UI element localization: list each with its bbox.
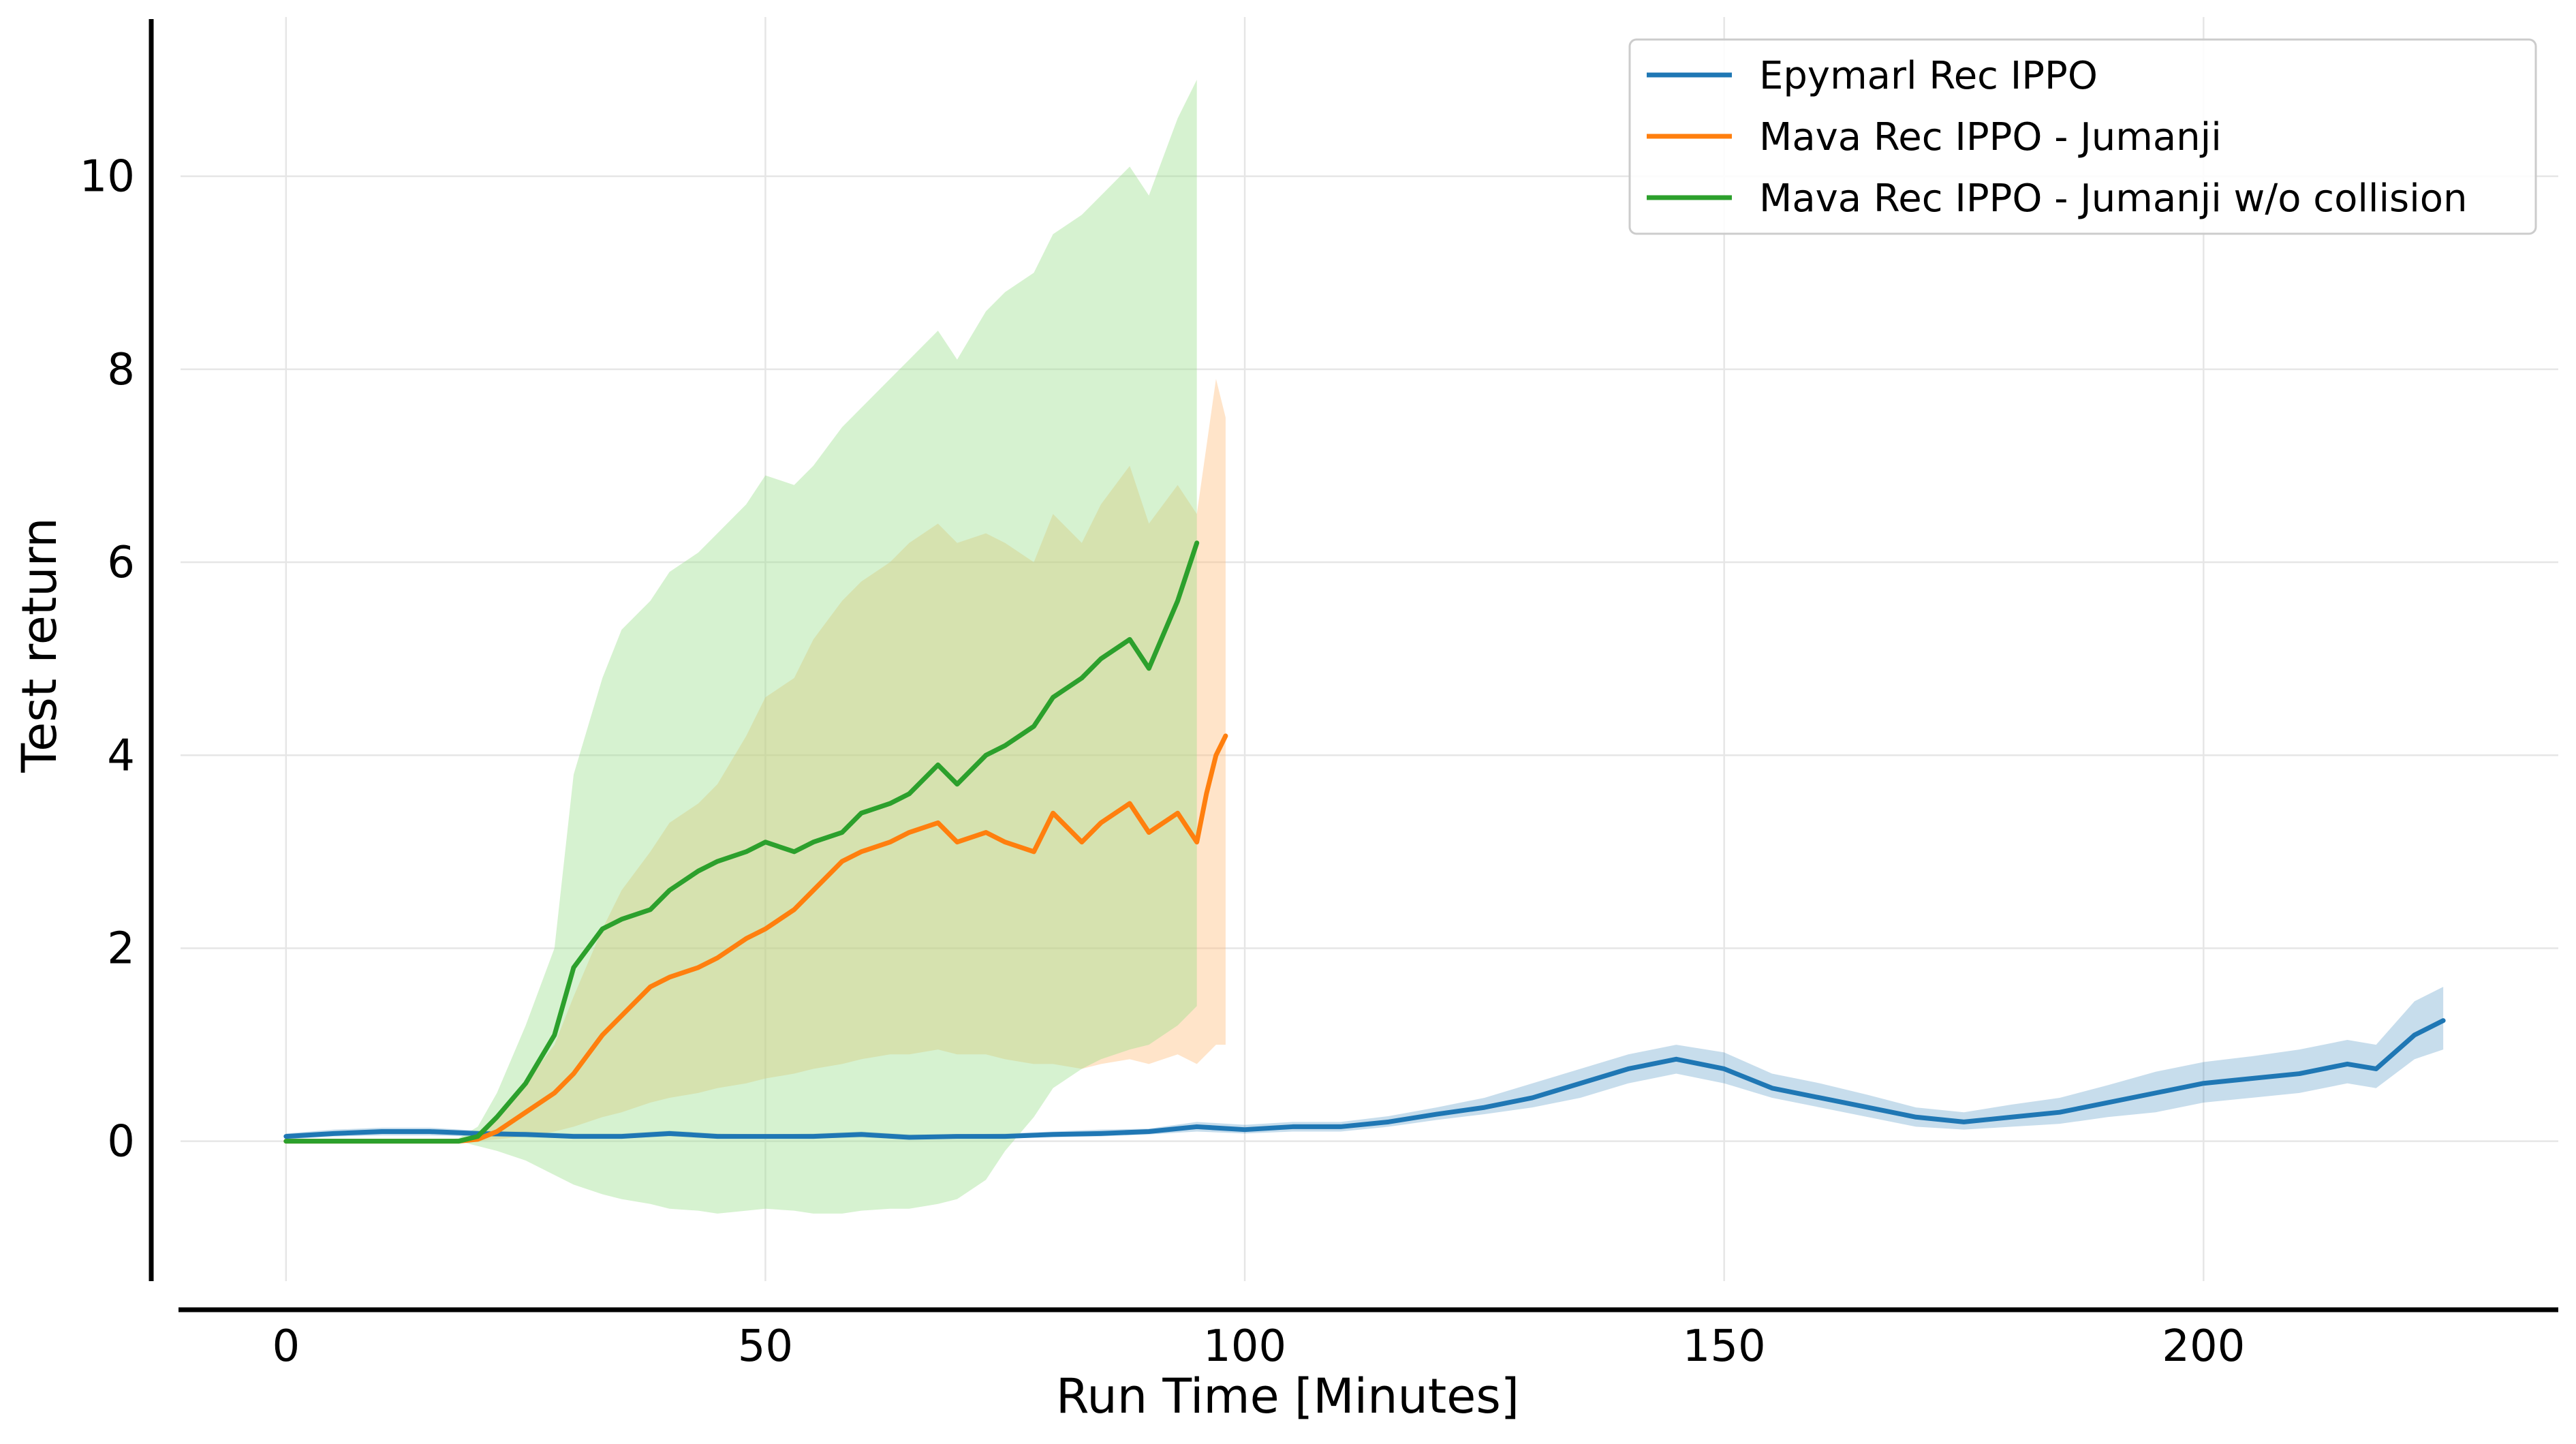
x-tick-label-50: 50 <box>738 1321 793 1372</box>
y-tick-label-2: 2 <box>107 923 135 974</box>
y-tick-label-0: 0 <box>107 1117 135 1167</box>
legend-entry-1: Mava Rec IPPO - Jumanji <box>1759 115 2222 159</box>
legend-entry-2: Mava Rec IPPO - Jumanji w/o collision <box>1759 176 2468 221</box>
y-tick-label-6: 6 <box>107 538 135 588</box>
y-axis-label: Test return <box>12 517 67 773</box>
band-series-1 <box>285 379 1226 1141</box>
band-series-2 <box>285 80 1197 1214</box>
legend-box <box>1628 38 2537 235</box>
line-series-2 <box>283 540 1200 1144</box>
tick-labels: 0 50 100 150 200 0 2 4 6 8 10 <box>80 152 2246 1372</box>
y-tick-label-8: 8 <box>107 345 135 395</box>
legend: Epymarl Rec IPPO Mava Rec IPPO - Jumanji M… <box>1628 38 2537 235</box>
line-series-0 <box>283 1018 2446 1140</box>
x-tick-label-200: 200 <box>2162 1321 2245 1372</box>
y-tick-label-4: 4 <box>107 731 135 781</box>
x-tick-label-100: 100 <box>1203 1321 1286 1372</box>
series-lines <box>283 540 2446 1144</box>
x-axis-label: Run Time [Minutes] <box>1056 1368 1519 1424</box>
gridlines <box>181 17 2558 1281</box>
confidence-bands <box>285 80 2444 1214</box>
x-tick-label-150: 150 <box>1683 1321 1766 1372</box>
x-tick-label-0: 0 <box>272 1321 300 1372</box>
axes <box>149 19 2558 1312</box>
y-tick-label-10: 10 <box>80 152 135 202</box>
legend-entry-0: Epymarl Rec IPPO <box>1759 54 2098 98</box>
line-series-1 <box>283 733 1228 1144</box>
